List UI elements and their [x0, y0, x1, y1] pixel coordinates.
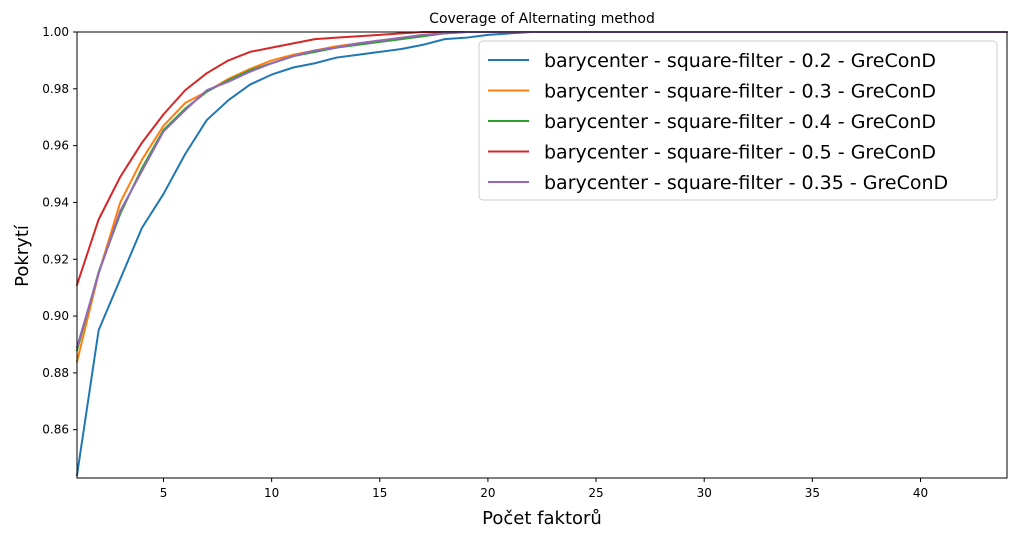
plot-frame — [76, 31, 1008, 479]
y-axis-title: Pokrytí — [12, 224, 33, 287]
chart-title: Coverage of Alternating method — [429, 11, 655, 27]
y-tick-label: 1.00 — [42, 25, 69, 39]
x-tick-label: 5 — [160, 486, 168, 500]
x-tick-label: 30 — [697, 486, 712, 500]
x-tick-label: 25 — [588, 486, 603, 500]
x-axis-ticks: 5 10 15 20 25 30 35 40 — [160, 478, 928, 500]
legend-label-3: barycenter - square-filter - 0.4 - GreCo… — [544, 111, 936, 133]
y-tick-label: 0.96 — [42, 139, 69, 153]
x-tick-label: 20 — [480, 486, 495, 500]
y-tick-label: 0.88 — [42, 366, 69, 380]
legend: barycenter - square-filter - 0.2 - GreCo… — [478, 40, 998, 201]
legend-label-1: barycenter - square-filter - 0.2 - GreCo… — [544, 50, 936, 72]
y-tick-label: 0.90 — [42, 309, 69, 323]
y-axis-ticks: 0.86 0.88 0.90 0.92 0.94 0.96 0.98 1.00 — [42, 25, 77, 437]
y-tick-label: 0.86 — [42, 423, 69, 437]
x-tick-label: 15 — [372, 486, 387, 500]
legend-label-2: barycenter - square-filter - 0.3 - GreCo… — [544, 81, 936, 103]
legend-label-4: barycenter - square-filter - 0.5 - GreCo… — [544, 142, 936, 164]
x-tick-label: 10 — [264, 486, 279, 500]
x-axis-title: Počet faktorů — [482, 508, 602, 529]
x-tick-label: 40 — [913, 486, 928, 500]
y-tick-label: 0.92 — [42, 252, 69, 266]
x-tick-label: 35 — [805, 486, 820, 500]
y-tick-label: 0.94 — [42, 195, 69, 209]
y-tick-label: 0.98 — [42, 82, 69, 96]
legend-label-5: barycenter - square-filter - 0.35 - GreC… — [544, 172, 948, 194]
legend-frame — [478, 40, 998, 201]
